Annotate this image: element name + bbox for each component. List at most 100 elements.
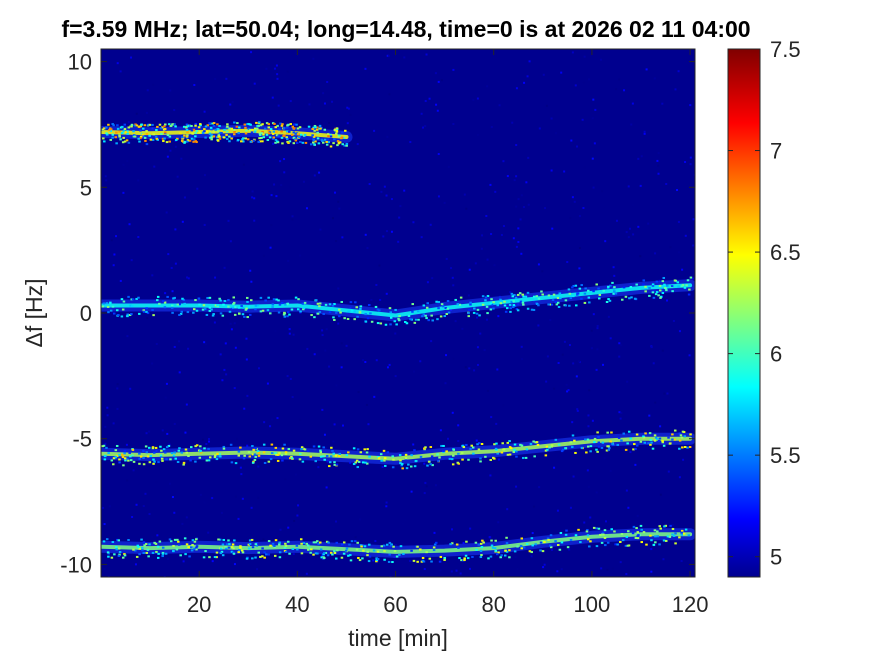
trace-pixel <box>114 136 117 139</box>
trace-pixel <box>495 448 498 451</box>
trace-pixel <box>620 439 623 442</box>
noise-speck <box>207 440 210 443</box>
trace-pixel <box>352 447 356 450</box>
trace-pixel <box>492 301 495 304</box>
trace-pixel <box>262 443 266 446</box>
trace-pixel <box>159 445 162 448</box>
trace-pixel <box>499 302 503 305</box>
trace-pixel <box>288 313 291 316</box>
trace-pixel <box>391 455 394 458</box>
noise-speck <box>229 240 232 243</box>
trace-pixel <box>130 123 134 126</box>
trace-pixel <box>271 122 275 125</box>
noise-speck <box>101 570 104 573</box>
trace-pixel <box>299 538 303 541</box>
trace-pixel <box>535 441 539 444</box>
trace-pixel <box>547 303 550 306</box>
trace-pixel <box>659 527 662 530</box>
noise-speck <box>251 190 254 193</box>
noise-speck <box>253 197 256 200</box>
noise-speck <box>587 485 590 488</box>
trace-pixel <box>593 437 597 440</box>
trace-pixel <box>272 136 276 139</box>
trace-pixel <box>470 444 473 447</box>
trace-pixel <box>188 555 191 558</box>
noise-speck <box>223 368 226 371</box>
trace-pixel <box>314 460 318 463</box>
noise-speck <box>240 473 243 476</box>
trace-pixel <box>257 551 260 554</box>
trace-pixel <box>496 304 499 307</box>
noise-speck <box>463 193 466 196</box>
trace-pixel <box>685 284 688 287</box>
trace-pixel <box>267 132 271 135</box>
trace-pixel <box>445 313 449 316</box>
trace-pixel <box>148 461 152 464</box>
trace-pixel <box>335 129 339 132</box>
trace-pixel <box>120 453 124 456</box>
trace-pixel <box>482 541 485 544</box>
trace-pixel <box>274 138 278 141</box>
trace-pixel <box>208 136 212 139</box>
trace-pixel <box>312 541 316 544</box>
noise-speck <box>588 389 591 392</box>
noise-speck <box>422 126 425 129</box>
trace-pixel <box>609 440 612 443</box>
trace-pixel <box>364 320 368 323</box>
trace-pixel <box>212 135 216 138</box>
noise-speck <box>104 175 107 178</box>
trace-pixel <box>253 453 257 456</box>
trace-pixel <box>255 544 259 547</box>
noise-speck <box>437 195 440 198</box>
trace-pixel <box>313 124 317 127</box>
trace-pixel <box>513 550 517 553</box>
trace-pixel <box>625 535 629 538</box>
trace-pixel <box>461 458 464 461</box>
trace-pixel <box>460 452 464 455</box>
trace-pixel <box>423 447 426 450</box>
noise-speck <box>324 349 327 352</box>
trace-pixel <box>214 304 218 307</box>
trace-pixel <box>117 314 120 317</box>
trace-pixel <box>393 550 397 553</box>
trace-pixel <box>479 542 483 545</box>
noise-speck <box>334 191 337 194</box>
trace-pixel <box>135 124 139 127</box>
noise-speck <box>587 425 590 428</box>
trace-pixel <box>162 140 165 143</box>
trace-pixel <box>558 548 562 551</box>
trace-pixel <box>216 130 220 133</box>
trace-pixel <box>655 291 659 294</box>
noise-speck <box>286 375 289 378</box>
trace-pixel <box>656 438 659 441</box>
trace-pixel <box>607 448 611 451</box>
noise-speck <box>677 70 680 73</box>
trace-pixel <box>163 137 166 140</box>
trace-pixel <box>248 129 252 132</box>
trace-pixel <box>120 298 124 301</box>
trace-pixel <box>212 131 215 134</box>
noise-speck <box>578 215 581 218</box>
noise-speck <box>289 377 292 380</box>
trace-pixel <box>189 459 192 462</box>
trace-pixel <box>635 444 639 447</box>
trace-pixel <box>191 539 195 542</box>
trace-pixel <box>348 543 351 546</box>
noise-speck <box>689 104 692 107</box>
trace-pixel <box>280 130 283 133</box>
trace-pixel <box>509 310 512 313</box>
noise-speck <box>156 534 159 537</box>
trace-pixel <box>138 553 141 556</box>
trace-pixel <box>333 550 336 553</box>
trace-pixel <box>288 130 291 133</box>
trace-pixel <box>164 451 167 454</box>
noise-speck <box>288 332 291 335</box>
noise-speck <box>452 357 455 360</box>
trace-pixel <box>139 135 143 138</box>
trace-pixel <box>306 544 310 547</box>
noise-speck <box>292 553 295 556</box>
noise-speck <box>227 219 230 222</box>
noise-speck <box>205 343 208 346</box>
trace-pixel <box>103 127 106 130</box>
trace-pixel <box>670 285 674 288</box>
